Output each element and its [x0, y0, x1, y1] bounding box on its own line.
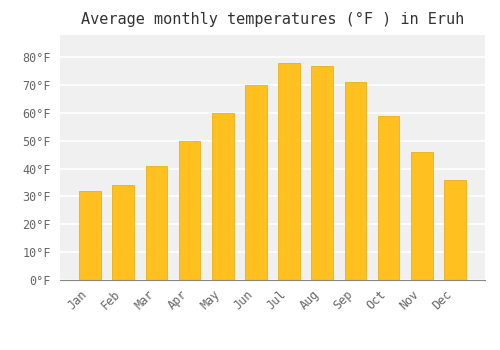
Bar: [112, 186, 134, 280]
Bar: [344, 82, 366, 280]
Bar: [179, 141, 201, 280]
Bar: [278, 63, 300, 280]
Bar: [411, 152, 432, 280]
Bar: [212, 113, 234, 280]
Title: Average monthly temperatures (°F ) in Eruh: Average monthly temperatures (°F ) in Er…: [81, 12, 464, 27]
Bar: [146, 166, 167, 280]
Bar: [312, 66, 333, 280]
Bar: [245, 85, 266, 280]
Bar: [80, 191, 101, 280]
Bar: [378, 116, 400, 280]
Bar: [444, 180, 466, 280]
